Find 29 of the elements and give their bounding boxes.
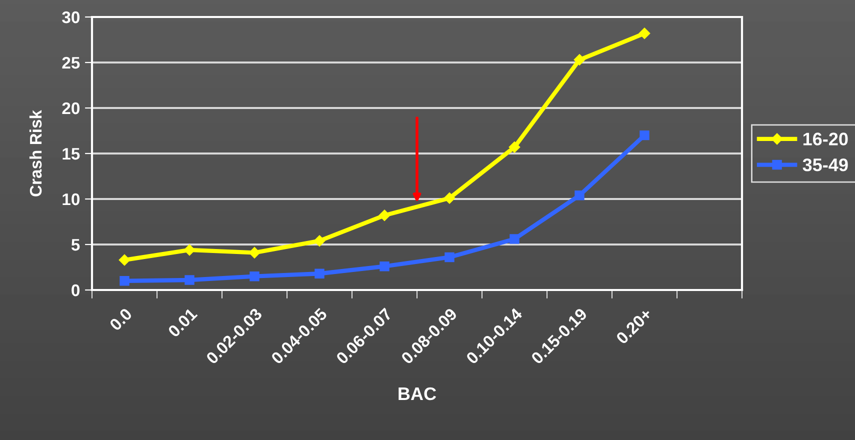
legend-label: 35-49 — [802, 158, 848, 172]
point — [378, 210, 390, 221]
y-tick-label: 30 — [62, 11, 80, 24]
point — [508, 142, 520, 153]
x-axis-title: BAC — [398, 387, 436, 400]
legend-label: 16-20 — [803, 132, 848, 146]
point — [574, 190, 584, 200]
point — [638, 28, 650, 39]
point — [184, 275, 194, 285]
x-tick-label: 0.01 — [167, 307, 198, 338]
point — [444, 252, 454, 262]
point — [314, 235, 326, 246]
y-tick-label: 0 — [72, 284, 80, 296]
y-tick-label: 10 — [62, 193, 80, 206]
point — [444, 192, 456, 204]
point — [380, 261, 390, 272]
y-tick-label: 25 — [62, 56, 80, 69]
point — [118, 254, 130, 266]
y-axis-title: Crash Risk — [29, 110, 42, 196]
point — [120, 276, 130, 286]
x-tick-label: 0.0 — [108, 307, 133, 332]
point — [510, 234, 520, 244]
point — [574, 54, 586, 66]
point — [640, 130, 650, 140]
y-tick-label: 20 — [62, 102, 80, 114]
point — [250, 271, 260, 282]
y-tick-label: 15 — [62, 148, 80, 160]
point — [314, 268, 324, 278]
y-tick-label: 5 — [71, 239, 80, 251]
